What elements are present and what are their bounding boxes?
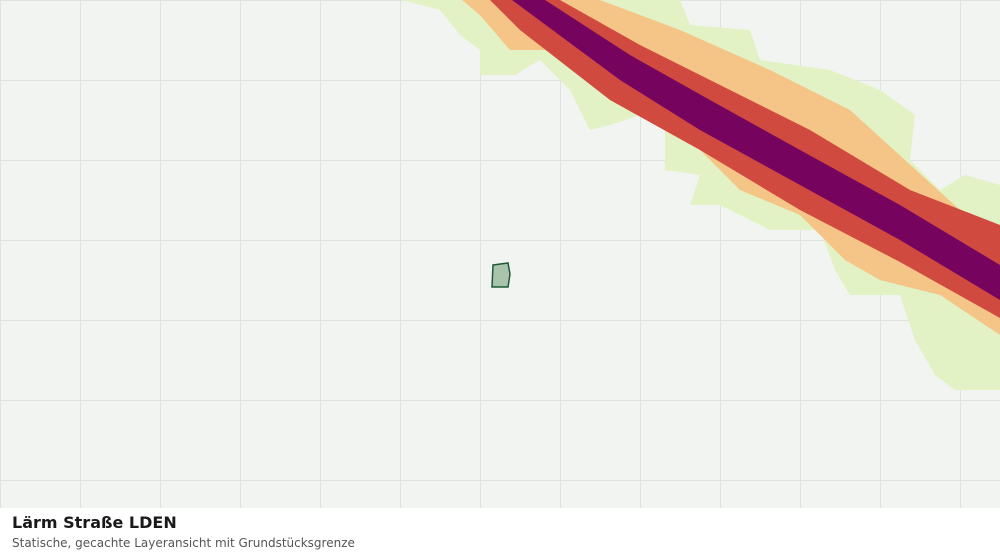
map-title: Lärm Straße LDEN (12, 513, 177, 532)
map-subtitle: Statische, gecachte Layeransicht mit Gru… (12, 536, 355, 550)
parcel-boundary (491, 262, 511, 288)
noise-zone-low (400, 0, 1000, 390)
map (0, 0, 1000, 508)
noise-zone-high (490, 0, 1000, 318)
caption: Lärm Straße LDEN Statische, gecachte Lay… (12, 512, 355, 552)
noise-zone-very-high (512, 0, 1000, 300)
